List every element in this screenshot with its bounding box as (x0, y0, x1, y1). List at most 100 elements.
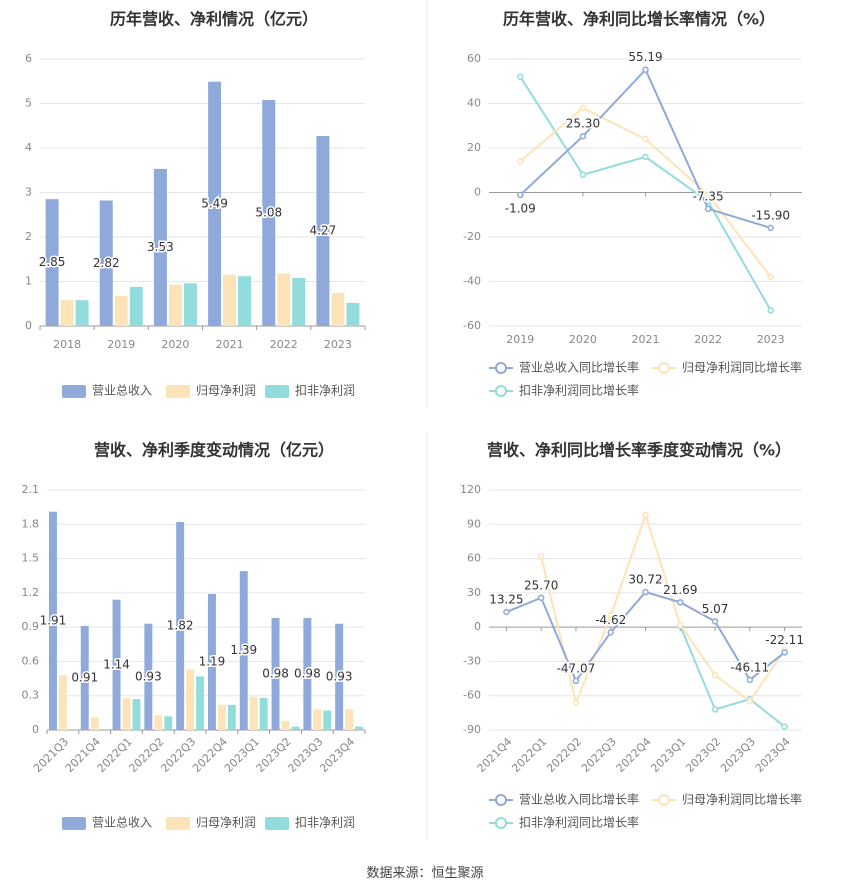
bar (335, 623, 344, 730)
bar (80, 626, 89, 730)
chart-title: 营收、净利季度变动情况（亿元） (94, 441, 334, 460)
y-tick-label: 1.8 (22, 517, 40, 530)
series-point (711, 618, 719, 625)
chart-1: 历年营收、净利情况（亿元） 0 1 2 3 4 5 6 2018 2019 2020 2021 2022… (25, 10, 366, 398)
y-tick-label: 60 (467, 52, 481, 65)
legend-item: 归母净利润同比增长率 (652, 360, 802, 375)
bar (217, 704, 226, 730)
y-tick-label: 2.1 (22, 483, 40, 496)
bar-value-label: 5.49 (201, 196, 228, 210)
x-tick-label: 2021 (216, 338, 244, 351)
point-value-label: -46.11 (730, 660, 769, 674)
chart-title: 历年营收、净利情况（亿元） (110, 10, 318, 29)
chart-4: 营收、净利同比增长率季度变动情况（%） -90 -60 -30 0 30 60 90 120 20… (460, 441, 805, 830)
x-tick-label: 2022Q1 (509, 735, 549, 775)
data-source-note: 数据来源：恒生聚源 (366, 866, 484, 881)
legend-swatch (62, 385, 86, 398)
y-tick-label: 30 (467, 586, 481, 599)
point-value-label: -7.35 (693, 189, 724, 203)
point-value-label: 55.19 (628, 50, 662, 64)
bar (132, 699, 141, 730)
bar (168, 284, 182, 326)
legend-item: 扣非净利润同比增长率 (489, 383, 639, 398)
bar (186, 669, 195, 730)
bar-value-label: 1.14 (103, 657, 130, 671)
bar-value-label: 3.53 (147, 240, 174, 254)
bar (196, 676, 205, 730)
bar (176, 522, 185, 730)
bar (207, 594, 216, 730)
chart-3: 营收、净利季度变动情况（亿元） 0 0.3 0.6 0.9 1.2 1.5 1.8 2.1 202… (22, 441, 366, 830)
bar-value-label: 1.39 (230, 643, 257, 657)
bar (223, 274, 237, 326)
bar (60, 300, 74, 326)
y-tick-label: 20 (467, 141, 481, 154)
y-tick-label: 0 (32, 723, 39, 736)
legend-swatch-point (495, 362, 507, 374)
bar-value-label: 1.91 (40, 613, 67, 627)
bar-value-label: 4.27 (310, 223, 337, 237)
series-point (517, 73, 524, 81)
point-value-label: 25.70 (524, 578, 558, 592)
series-point (517, 158, 524, 165)
bar (114, 295, 128, 326)
bar (48, 511, 57, 730)
legend-swatch (62, 817, 86, 830)
series-point (642, 511, 649, 519)
series-point (537, 553, 545, 560)
y-tick-label: 90 (467, 517, 481, 530)
series-line (679, 625, 786, 728)
legend-swatch (166, 385, 190, 398)
y-tick-label: 0.3 (22, 689, 40, 702)
series-point (517, 191, 524, 199)
y-tick-label: 0 (474, 620, 481, 633)
legend-swatch-point (658, 794, 670, 806)
bar-value-label: 1.19 (199, 655, 226, 669)
x-tick-label: 2020 (161, 338, 189, 351)
y-tick-label: 4 (25, 141, 32, 154)
bar (45, 199, 59, 326)
point-value-label: 13.25 (489, 593, 523, 607)
series-point (781, 649, 788, 656)
y-tick-label: 0 (25, 319, 32, 332)
series-point (746, 698, 754, 705)
point-value-label: -1.09 (505, 201, 536, 215)
bar (259, 698, 268, 730)
x-tick-label: 2019 (506, 333, 534, 346)
bar (239, 571, 248, 730)
point-value-label: -15.90 (751, 208, 790, 222)
legend-label: 扣非净利润 (295, 816, 355, 830)
legend-item: 营业总收入 (62, 384, 152, 398)
bar (303, 618, 312, 730)
point-value-label: 21.69 (663, 583, 697, 597)
bar (262, 99, 276, 326)
bar (277, 273, 291, 326)
series-point (579, 132, 587, 140)
x-tick-label: 2019 (107, 338, 135, 351)
x-tick-label: 2021Q4 (475, 735, 515, 775)
point-value-label: 25.30 (566, 117, 600, 131)
y-tick-label: 0.9 (22, 620, 40, 633)
bar (271, 618, 280, 730)
bar-value-label: 1.82 (167, 619, 194, 633)
series-point (642, 135, 649, 143)
bar (238, 276, 252, 326)
y-tick-label: 2 (25, 230, 32, 243)
legend-swatch (265, 817, 289, 830)
series-point (579, 104, 587, 112)
legend-swatch-point (495, 817, 507, 829)
legend-item: 归母净利润 (166, 816, 256, 830)
legend-label: 营业总收入同比增长率 (519, 792, 639, 807)
series-point (642, 153, 649, 161)
y-tick-label: 0 (474, 186, 481, 199)
bar (183, 283, 197, 326)
bar (346, 302, 360, 326)
point-value-label: 5.07 (702, 602, 729, 616)
bar-value-label: 0.93 (135, 669, 162, 683)
legend-item: 扣非净利润 (265, 816, 355, 830)
series-point (704, 191, 712, 198)
legend-label: 扣非净利润同比增长率 (519, 383, 639, 398)
x-tick-label: 2023Q3 (718, 735, 758, 775)
bar (316, 135, 330, 326)
x-tick-label: 2023 (324, 338, 352, 351)
